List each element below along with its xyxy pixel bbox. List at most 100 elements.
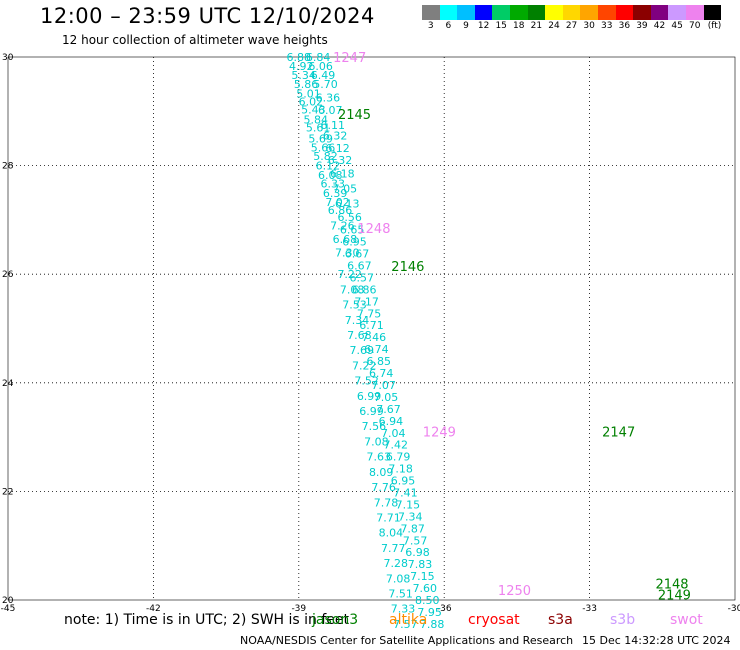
satellite-legend-s3b: s3b: [610, 612, 636, 628]
y-tick-label: 26: [2, 270, 14, 280]
wave-height-label: 6.99: [357, 390, 382, 403]
wave-height-label: 5.86: [294, 78, 319, 91]
wave-height-label: 6.11: [320, 119, 345, 132]
wave-height-label: 7.05: [374, 391, 399, 404]
pass-time-label: 1247: [333, 51, 366, 66]
x-tick-label: -39: [291, 604, 306, 614]
wave-height-label: 7.18: [388, 463, 413, 476]
color-scale-tick: 6: [445, 21, 452, 31]
wave-height-label: 7.41: [393, 486, 418, 499]
wave-height-label: 6.74: [364, 343, 389, 356]
wave-height-label: 7.05: [333, 182, 358, 195]
wave-height-label: 7.07: [371, 379, 396, 392]
color-scale-swatch: [439, 5, 458, 20]
pass-time-label: 2146: [391, 260, 424, 275]
wave-height-label: 7.63: [367, 451, 392, 464]
wave-height-label: 7.22: [337, 268, 362, 281]
y-tick-label: 20: [2, 596, 14, 606]
generated-timestamp: 15 Dec 14:32:28 UTC 2024: [582, 634, 731, 647]
x-tick-label: -33: [582, 604, 597, 614]
color-scale-tick: 27: [565, 21, 578, 31]
wave-height-label: 5.70: [313, 78, 338, 91]
satellite-legend-swot: swot: [670, 612, 703, 628]
x-tick-label: -36: [437, 604, 452, 614]
wave-height-label: 7.22: [352, 359, 377, 372]
wave-height-label: 8.04: [379, 527, 404, 540]
wave-height-label: 7.08: [386, 572, 411, 585]
wave-height-label: 7.34: [398, 510, 423, 523]
wave-height-label: 7.76: [371, 481, 396, 494]
wave-height-label: 5.01: [296, 87, 321, 100]
color-scale-swatch: [422, 5, 440, 20]
color-scale-tick: 45: [671, 21, 683, 31]
color-scale-tick: 36: [618, 21, 631, 31]
wave-height-label: 7.34: [345, 314, 370, 327]
credit-line: NOAA/NESDIS Center for Satellite Applica…: [240, 634, 574, 647]
wave-height-label: 5.61: [306, 122, 331, 135]
wave-height-label: 7.57: [403, 534, 428, 547]
wave-height-label: 6.85: [367, 355, 392, 368]
color-scale-swatch: [633, 5, 651, 20]
color-scale-tick: 42: [653, 21, 666, 31]
wave-height-label: 7.33: [391, 603, 416, 616]
wave-height-label: 6.67: [347, 260, 372, 273]
x-tick-label: -45: [1, 604, 16, 614]
wave-height-label: 6.95: [342, 236, 367, 249]
color-scale-unit: (ft): [707, 21, 722, 31]
color-scale-swatch: [650, 5, 669, 20]
wave-height-label: 6.88: [287, 51, 312, 64]
color-scale-swatch: [545, 5, 563, 20]
wave-height-label: 7.08: [340, 283, 365, 296]
wave-height-label: 6.32: [323, 130, 348, 143]
wave-height-label: 6.84: [306, 51, 331, 64]
wave-height-label: 7.87: [400, 522, 425, 535]
y-tick-label: 24: [2, 379, 14, 389]
wave-height-label: 6.94: [379, 415, 404, 428]
wave-height-label: 6.86: [328, 204, 353, 217]
wave-height-label: 6.36: [316, 92, 341, 105]
wave-height-label: 7.42: [383, 439, 408, 452]
wave-height-label: 7.46: [362, 331, 387, 344]
color-scale-swatch: [527, 5, 546, 20]
wave-height-label: 7.77: [381, 542, 406, 555]
color-scale-tick: 18: [513, 21, 525, 31]
color-scale-tick: 3: [427, 21, 434, 31]
pass-time-label: 1249: [423, 426, 456, 441]
wave-height-label: 5.84: [304, 113, 329, 126]
wave-height-label: 7.56: [362, 420, 387, 433]
color-scale-tick: 30: [583, 21, 595, 31]
wave-height-label: 5.82: [313, 150, 338, 163]
wave-height-label: 7.78: [374, 496, 399, 509]
wave-height-label: 7.69: [350, 344, 375, 357]
wave-height-label: 7.57: [393, 618, 418, 631]
satellite-legend-cryosat: cryosat: [468, 612, 520, 628]
wave-height-label: 7.75: [357, 307, 382, 320]
wave-height-label: 6.98: [405, 546, 430, 559]
wave-height-label: 7.04: [381, 427, 406, 440]
wave-height-label: 6.56: [337, 211, 362, 224]
color-scale-swatch: [562, 5, 581, 20]
color-scale-swatch: [615, 5, 634, 20]
wave-height-label: 6.79: [386, 451, 411, 464]
wave-height-label: 6.49: [311, 69, 336, 82]
wave-height-label: 7.83: [408, 558, 433, 571]
wave-height-label: 6.74: [369, 367, 394, 380]
note-row: note: 1) Time is in UTC; 2) SWH is in fe…: [0, 612, 740, 630]
color-scale-tick: 9: [463, 21, 469, 31]
color-scale-tick: 39: [636, 21, 648, 31]
wave-height-label: 6.18: [330, 168, 355, 181]
wave-height-label: 5.66: [311, 142, 336, 155]
wave-height-label: 7.30: [335, 246, 360, 259]
wave-height-label: 7.17: [354, 295, 379, 308]
wave-height-label: 7.51: [388, 587, 413, 600]
wave-height-label: 7.68: [347, 329, 372, 342]
wave-height-label: 6.68: [333, 233, 358, 246]
color-scale-tick: 15: [495, 21, 507, 31]
color-scale-swatch: [474, 5, 493, 20]
wave-height-label: 7.67: [376, 403, 401, 416]
wave-height-label: 6.86: [352, 283, 377, 296]
color-scale-swatch: [685, 5, 704, 20]
wave-height-label: 6.67: [345, 248, 370, 261]
x-tick-label: -42: [146, 604, 161, 614]
